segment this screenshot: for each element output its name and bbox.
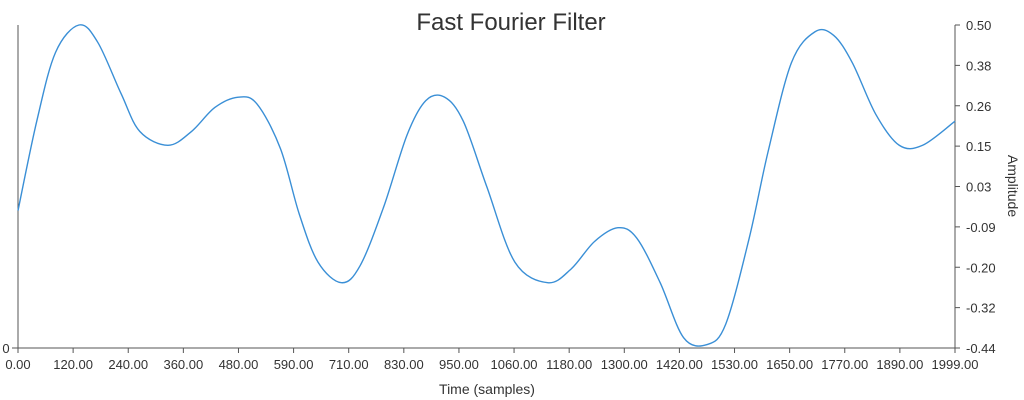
y-tick-label: -0.09 — [966, 220, 996, 235]
x-tick-label: 950.00 — [439, 357, 479, 372]
x-tick-label: 0.00 — [5, 357, 30, 372]
left-axis-tick-label: 0 — [2, 341, 9, 356]
x-tick-label: 1180.00 — [546, 357, 592, 372]
y-tick-label: -0.20 — [966, 260, 996, 275]
chart-title: Fast Fourier Filter — [416, 9, 605, 36]
series-group — [17, 24, 956, 347]
series-line — [17, 24, 956, 347]
y-tick-label: -0.32 — [966, 301, 996, 316]
x-tick-label: 480.00 — [219, 357, 259, 372]
x-tick-label: 1770.00 — [821, 357, 868, 372]
x-tick-label: 1650.00 — [766, 357, 813, 372]
x-tick-label: 590.00 — [274, 357, 314, 372]
x-tick-label: 1890.00 — [876, 357, 923, 372]
x-tick-label: 360.00 — [163, 357, 203, 372]
x-tick-label: 1999.00 — [932, 357, 979, 372]
x-tick-label: 1060.00 — [491, 357, 538, 372]
x-tick-label: 710.00 — [329, 357, 369, 372]
x-tick-label: 1300.00 — [601, 357, 648, 372]
y-tick-label: 0.26 — [966, 99, 991, 114]
x-tick-label: 120.00 — [53, 357, 93, 372]
chart-axes: 0 — [2, 25, 956, 356]
x-tick-label: 240.00 — [108, 357, 148, 372]
x-tick-label: 1530.00 — [711, 357, 758, 372]
y-axis-label: Amplitude — [1005, 155, 1021, 217]
y-tick-label: 0.38 — [966, 58, 991, 73]
x-tick-label: 1420.00 — [656, 357, 703, 372]
y-tick-label: 0.15 — [966, 139, 991, 154]
y-tick-label: -0.44 — [966, 341, 996, 356]
y-axis-ticks: 0.50 0.38 0.26 0.15 0.03 -0.09 -0.20 -0.32 -0.44 — [955, 18, 996, 356]
y-tick-label: 0.03 — [966, 180, 991, 195]
y-tick-label: 0.50 — [966, 18, 991, 33]
x-axis-ticks: 0.00 120.00 240.00 360.00 480.00 590.00 710.00… — [5, 348, 979, 372]
x-tick-label: 830.00 — [384, 357, 424, 372]
x-axis-label: Time (samples) — [439, 381, 535, 397]
